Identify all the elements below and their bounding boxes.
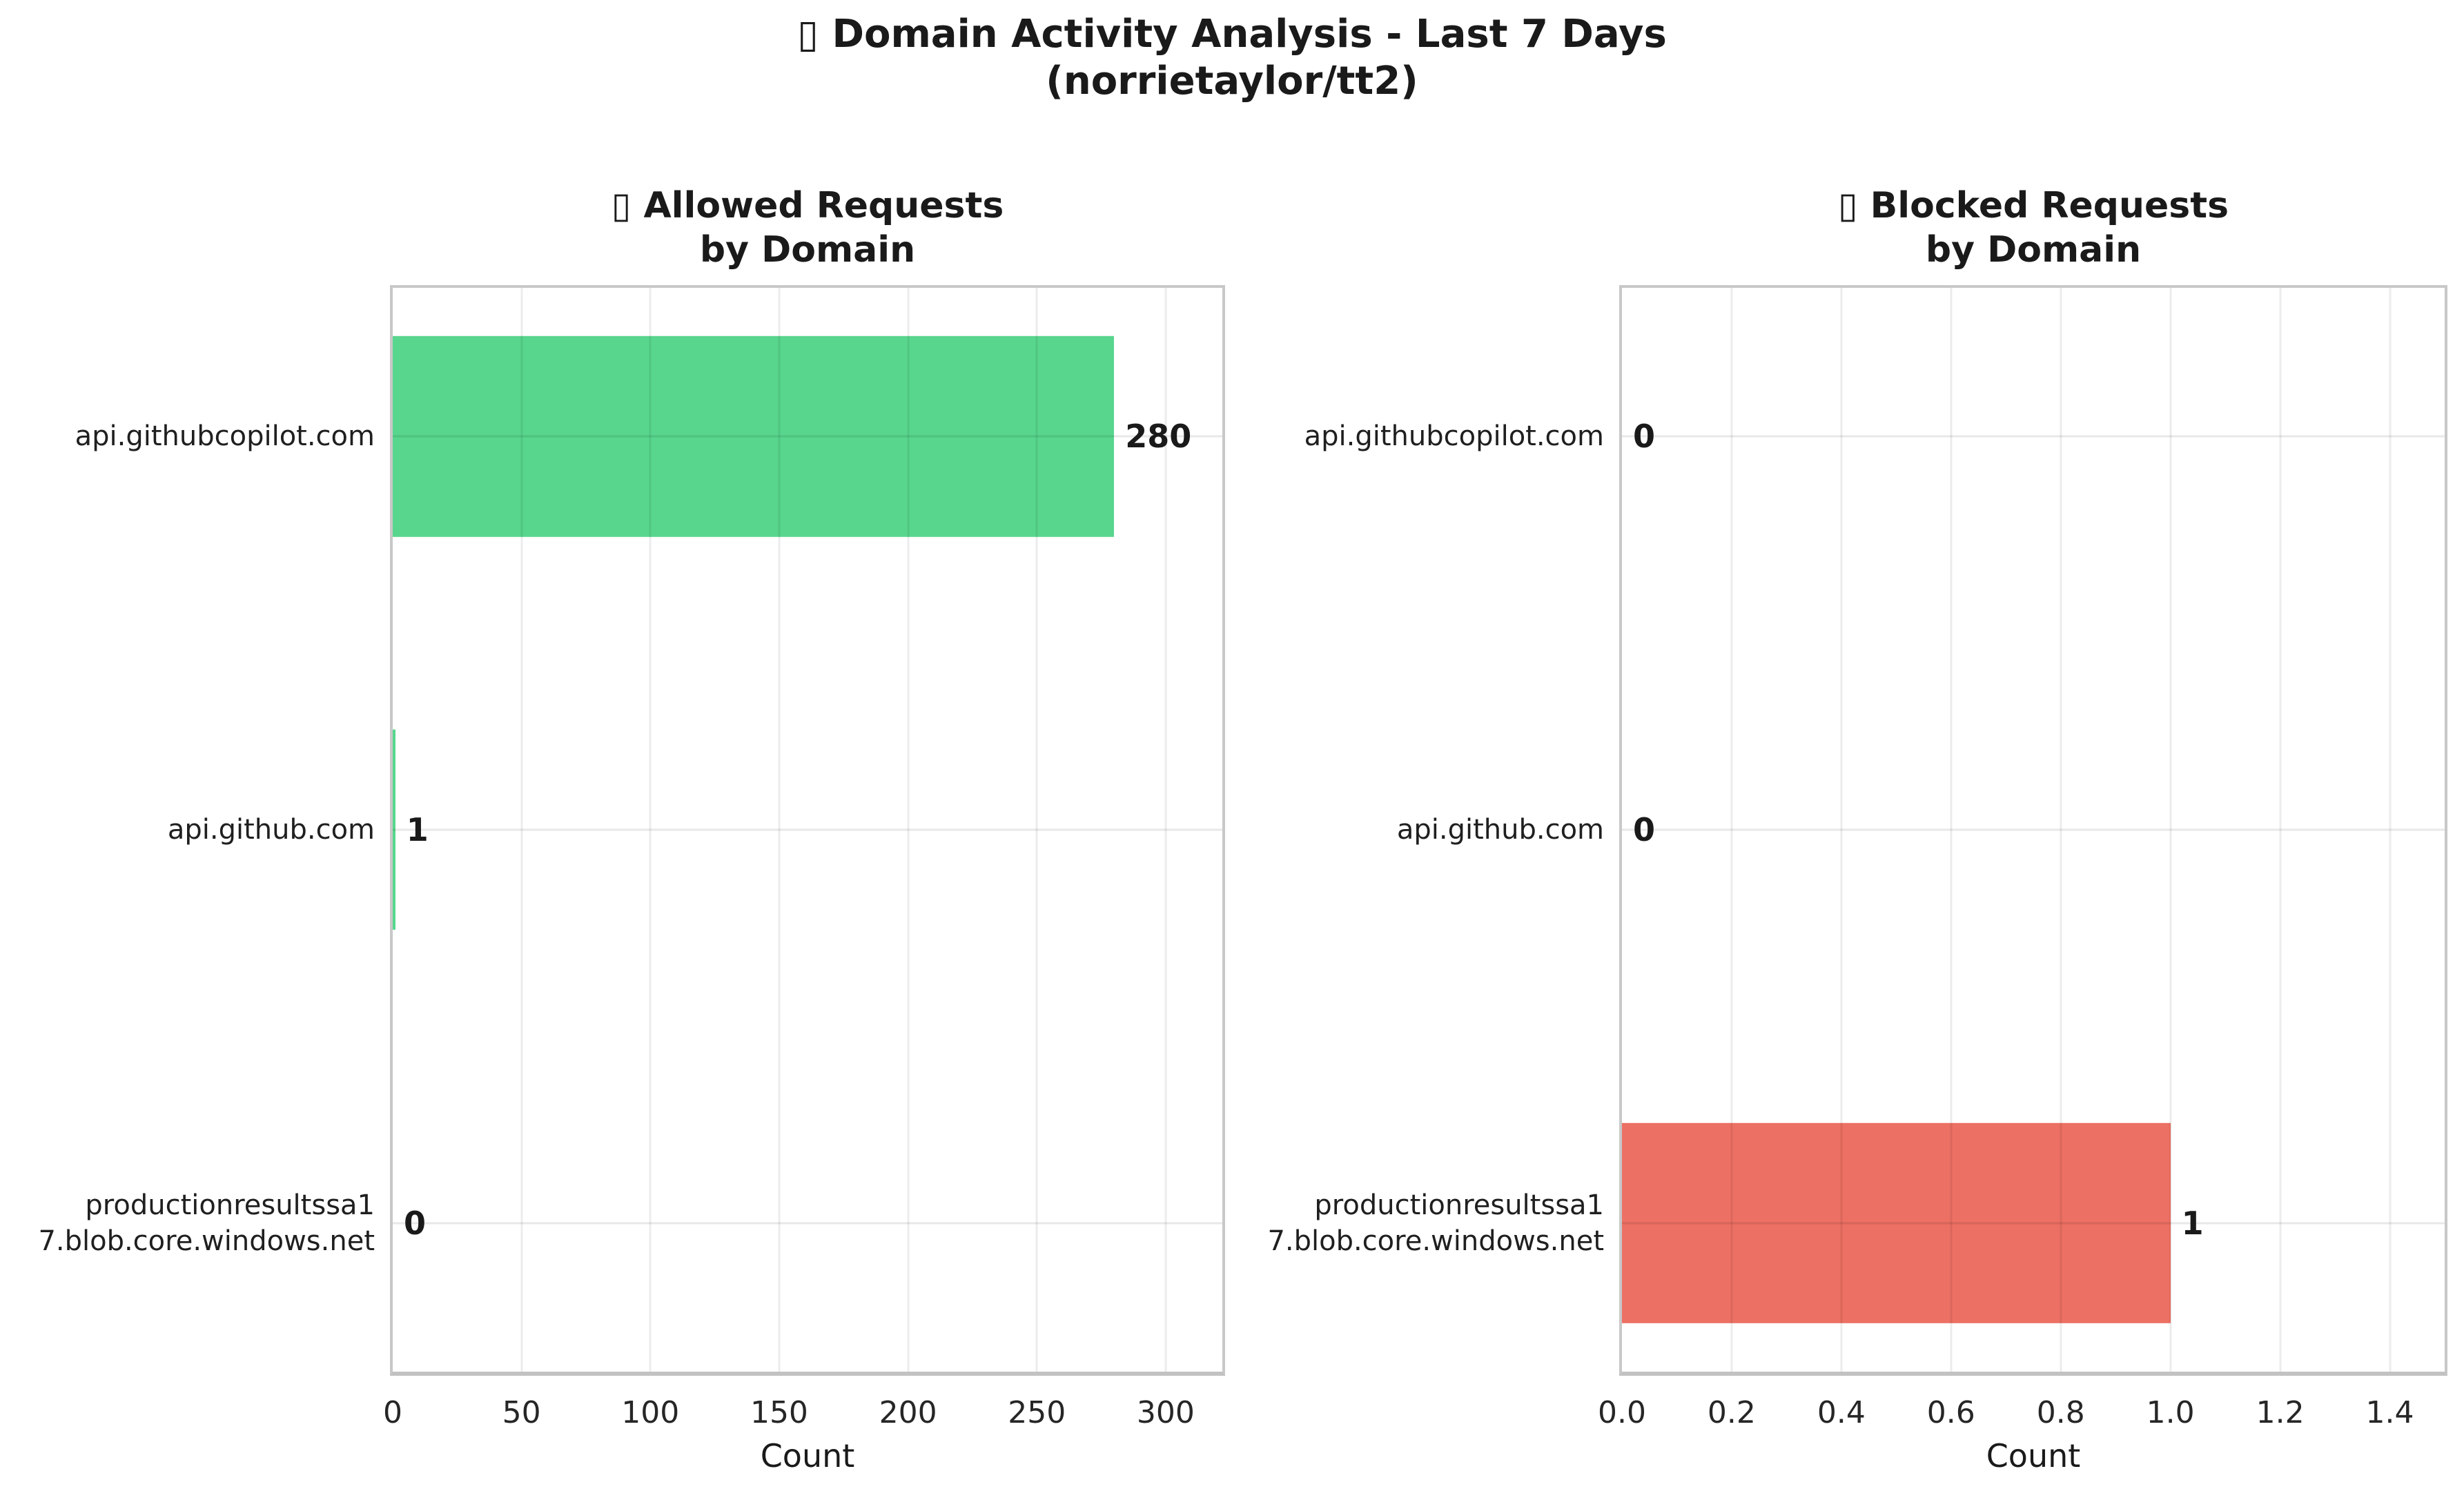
x-tick-label: 1.0	[2146, 1395, 2195, 1430]
x-tick-label: 1.4	[2365, 1395, 2414, 1430]
gridline-x	[2060, 288, 2062, 1372]
gridline-x	[1035, 288, 1038, 1372]
gridline-x	[778, 288, 781, 1372]
gridline-x	[1730, 288, 1733, 1372]
x-tick-label: 100	[621, 1395, 680, 1430]
category-label: productionresultssa1 7.blob.core.windows…	[38, 1189, 375, 1257]
x-tick-label: 0	[383, 1395, 402, 1430]
category-label: productionresultssa1 7.blob.core.windows…	[1267, 1189, 1604, 1257]
gridline-x	[2279, 288, 2282, 1372]
gridline-y	[393, 435, 1222, 438]
category-label: api.github.com	[1396, 814, 1604, 846]
category-label: api.githubcopilot.com	[75, 420, 375, 453]
gridline-y	[1622, 828, 2445, 831]
x-tick-label: 50	[502, 1395, 541, 1430]
gridline-y	[393, 828, 1222, 831]
x-tick-label: 0.4	[1817, 1395, 1866, 1430]
blocked-chart-xlabel: Count	[1986, 1437, 2081, 1475]
x-tick-label: 200	[879, 1395, 937, 1430]
value-label: 280	[1125, 418, 1192, 456]
bar	[1622, 1122, 2171, 1324]
blocked-chart-title: ▯ Blocked Requests by Domain	[1837, 185, 2229, 271]
x-tick-label: 0.2	[1707, 1395, 1756, 1430]
value-label: 0	[1633, 811, 1656, 848]
x-tick-label: 0.0	[1598, 1395, 1646, 1430]
gridline-y	[1622, 1222, 2445, 1225]
gridline-x	[2169, 288, 2172, 1372]
gridline-x	[2389, 288, 2392, 1372]
allowed-chart-axes: 0 50 100 150 200 250 300 api.githubcopilot.com 2…	[38, 285, 1225, 1430]
x-tick-label: 0.8	[2036, 1395, 2085, 1430]
gridline-x	[1840, 288, 1843, 1372]
figure-title: ▯ Domain Activity Analysis - Last 7 Days…	[797, 12, 1667, 104]
x-tick-label: 150	[750, 1395, 808, 1430]
allowed-chart-title: ▯ Allowed Requests by Domain	[611, 185, 1004, 271]
x-tick-label: 300	[1136, 1395, 1195, 1430]
value-label: 0	[404, 1204, 427, 1242]
gridline-x	[1164, 288, 1167, 1372]
x-tick-label: 1.2	[2256, 1395, 2305, 1430]
bar	[393, 335, 1115, 537]
gridline-y	[393, 1222, 1222, 1225]
blocked-chart-axes: 0.0 0.2 0.4 0.6 0.8 1.0 1.2 1.4 api.githubcopilo…	[1267, 285, 2447, 1430]
x-tick-label: 250	[1008, 1395, 1066, 1430]
gridline-x	[520, 288, 523, 1372]
value-label: 1	[2181, 1204, 2204, 1242]
gridline-x	[1950, 288, 1953, 1372]
category-label: api.github.com	[167, 814, 375, 846]
gridline-y	[1622, 435, 2445, 438]
allowed-chart-xlabel: Count	[760, 1437, 855, 1475]
value-label: 0	[1633, 418, 1656, 456]
bar	[393, 729, 395, 931]
value-label: 1	[406, 811, 429, 848]
category-label: api.githubcopilot.com	[1304, 420, 1604, 453]
gridline-x	[907, 288, 910, 1372]
gridline-x	[649, 288, 652, 1372]
x-tick-label: 0.6	[1926, 1395, 1975, 1430]
